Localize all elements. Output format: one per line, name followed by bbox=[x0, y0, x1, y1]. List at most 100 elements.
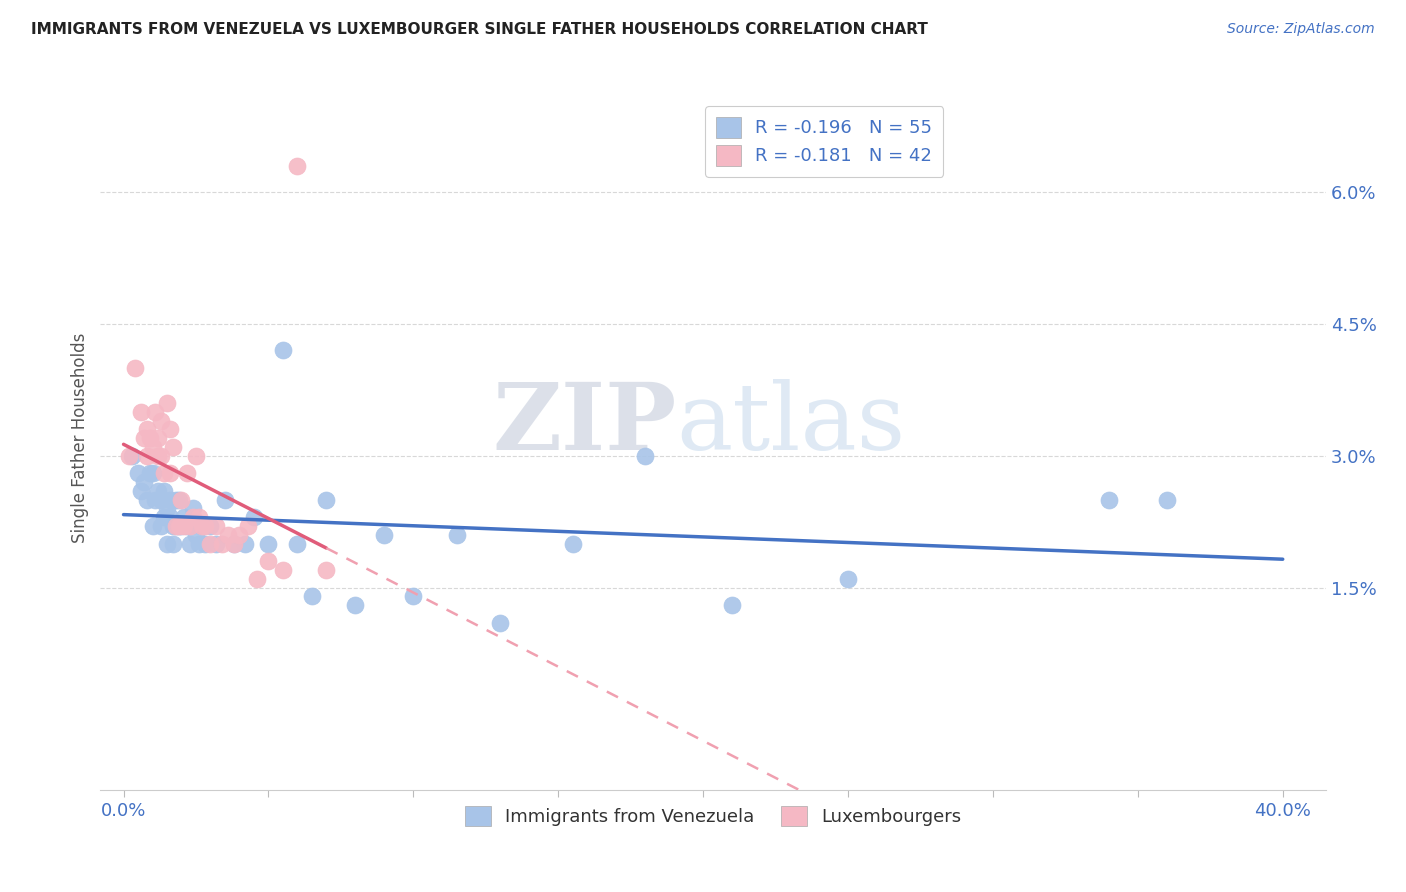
Point bbox=[200, 519, 222, 533]
Point bbox=[145, 492, 167, 507]
Point bbox=[217, 528, 239, 542]
Point bbox=[141, 467, 163, 481]
Point bbox=[200, 536, 222, 550]
Point bbox=[211, 536, 233, 550]
Point bbox=[257, 554, 280, 568]
Point bbox=[214, 492, 236, 507]
Point bbox=[315, 492, 337, 507]
Point bbox=[176, 467, 198, 481]
Point bbox=[170, 492, 193, 507]
Point bbox=[167, 519, 190, 533]
Point bbox=[135, 422, 157, 436]
Point bbox=[634, 449, 657, 463]
Text: IMMIGRANTS FROM VENEZUELA VS LUXEMBOURGER SINGLE FATHER HOUSEHOLDS CORRELATION C: IMMIGRANTS FROM VENEZUELA VS LUXEMBOURGE… bbox=[31, 22, 928, 37]
Point bbox=[446, 528, 468, 542]
Point bbox=[402, 590, 425, 604]
Point bbox=[127, 467, 149, 481]
Point bbox=[837, 572, 859, 586]
Point bbox=[344, 599, 367, 613]
Point bbox=[167, 519, 190, 533]
Point bbox=[124, 360, 146, 375]
Point bbox=[228, 528, 250, 542]
Point bbox=[181, 501, 204, 516]
Point bbox=[135, 449, 157, 463]
Y-axis label: Single Father Households: Single Father Households bbox=[72, 333, 89, 543]
Point bbox=[194, 536, 217, 550]
Point bbox=[205, 519, 228, 533]
Text: ZIP: ZIP bbox=[492, 379, 676, 469]
Point bbox=[191, 519, 214, 533]
Text: Source: ZipAtlas.com: Source: ZipAtlas.com bbox=[1227, 22, 1375, 37]
Point bbox=[271, 563, 294, 577]
Point bbox=[150, 413, 173, 427]
Point bbox=[205, 536, 228, 550]
Point bbox=[184, 528, 207, 542]
Point bbox=[287, 536, 309, 550]
Point bbox=[181, 510, 204, 524]
Point bbox=[148, 483, 170, 498]
Point bbox=[222, 536, 245, 550]
Point bbox=[159, 422, 181, 436]
Point bbox=[170, 519, 193, 533]
Point bbox=[246, 572, 269, 586]
Point bbox=[191, 519, 214, 533]
Point bbox=[173, 519, 195, 533]
Point bbox=[159, 492, 181, 507]
Point bbox=[233, 536, 256, 550]
Point bbox=[129, 405, 152, 419]
Point bbox=[1156, 492, 1178, 507]
Point bbox=[287, 159, 309, 173]
Point bbox=[156, 501, 179, 516]
Point bbox=[129, 483, 152, 498]
Point bbox=[159, 510, 181, 524]
Point bbox=[159, 467, 181, 481]
Point bbox=[184, 449, 207, 463]
Point bbox=[167, 492, 190, 507]
Point bbox=[165, 519, 187, 533]
Point bbox=[150, 449, 173, 463]
Point bbox=[173, 510, 195, 524]
Point bbox=[162, 536, 184, 550]
Point bbox=[179, 536, 201, 550]
Point bbox=[148, 449, 170, 463]
Point bbox=[148, 431, 170, 445]
Point bbox=[162, 519, 184, 533]
Point bbox=[165, 492, 187, 507]
Point bbox=[121, 449, 143, 463]
Point bbox=[118, 449, 141, 463]
Point bbox=[315, 563, 337, 577]
Text: atlas: atlas bbox=[676, 379, 905, 469]
Point bbox=[162, 440, 184, 454]
Point bbox=[561, 536, 583, 550]
Point bbox=[141, 519, 163, 533]
Point bbox=[489, 615, 512, 630]
Point bbox=[138, 467, 160, 481]
Point bbox=[141, 440, 163, 454]
Point bbox=[165, 519, 187, 533]
Point bbox=[150, 519, 173, 533]
Point bbox=[179, 519, 201, 533]
Point bbox=[153, 510, 176, 524]
Point bbox=[721, 599, 744, 613]
Point bbox=[257, 536, 280, 550]
Legend: Immigrants from Venezuela, Luxembourgers: Immigrants from Venezuela, Luxembourgers bbox=[458, 798, 969, 834]
Point bbox=[271, 343, 294, 358]
Point bbox=[236, 519, 259, 533]
Point bbox=[135, 492, 157, 507]
Point bbox=[187, 536, 209, 550]
Point bbox=[373, 528, 395, 542]
Point bbox=[153, 467, 176, 481]
Point bbox=[187, 510, 209, 524]
Point bbox=[153, 483, 176, 498]
Point bbox=[132, 431, 155, 445]
Point bbox=[243, 510, 266, 524]
Point bbox=[222, 536, 245, 550]
Point bbox=[194, 519, 217, 533]
Point bbox=[138, 431, 160, 445]
Point bbox=[145, 405, 167, 419]
Point bbox=[156, 536, 179, 550]
Point bbox=[176, 519, 198, 533]
Point bbox=[156, 396, 179, 410]
Point bbox=[150, 492, 173, 507]
Point bbox=[301, 590, 323, 604]
